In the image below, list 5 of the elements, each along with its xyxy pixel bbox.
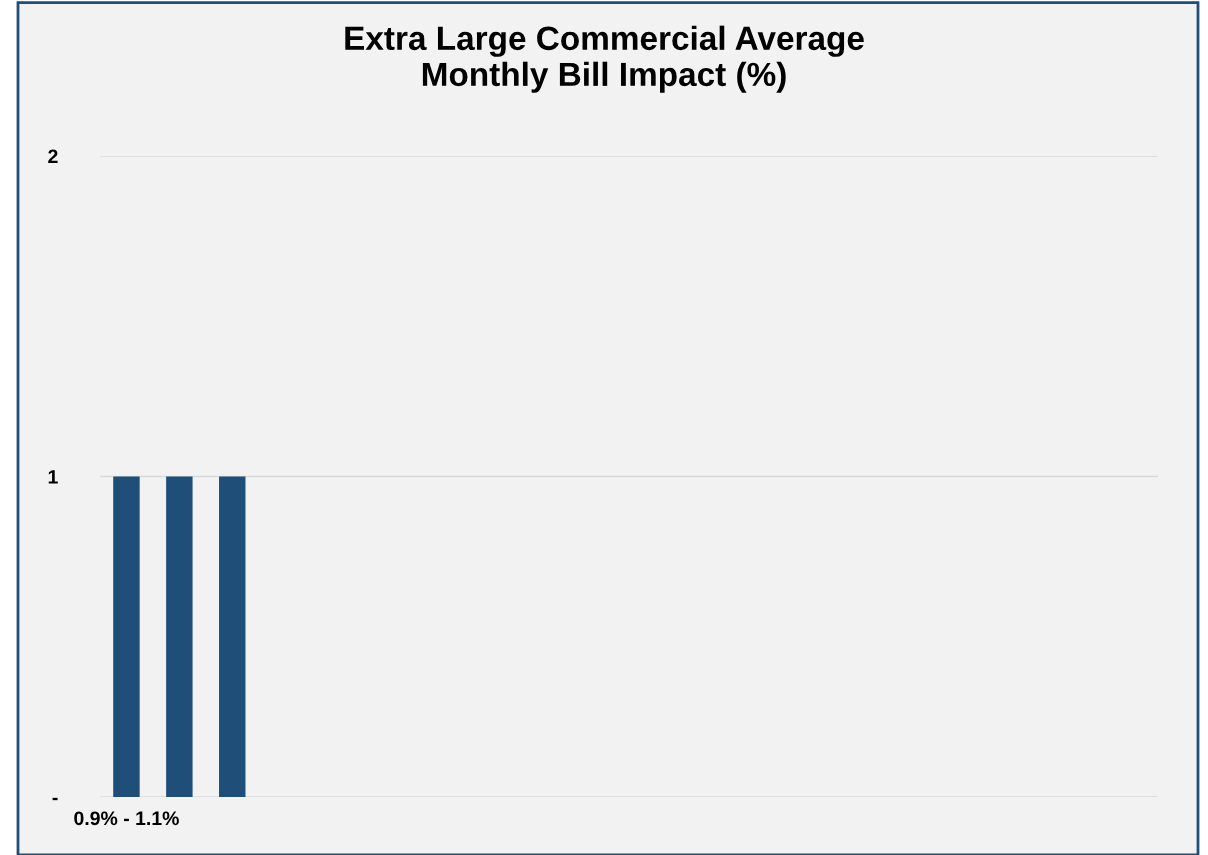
chart-title: Extra Large Commercial Average Monthly Bill Impact (%) [345,25,864,93]
x-tick-label: 0.9% - 1.1% [74,811,179,826]
y-tick-label: 2 [48,149,58,164]
y-tick-label: 1 [48,470,58,484]
y-tick-label: - [52,797,58,801]
